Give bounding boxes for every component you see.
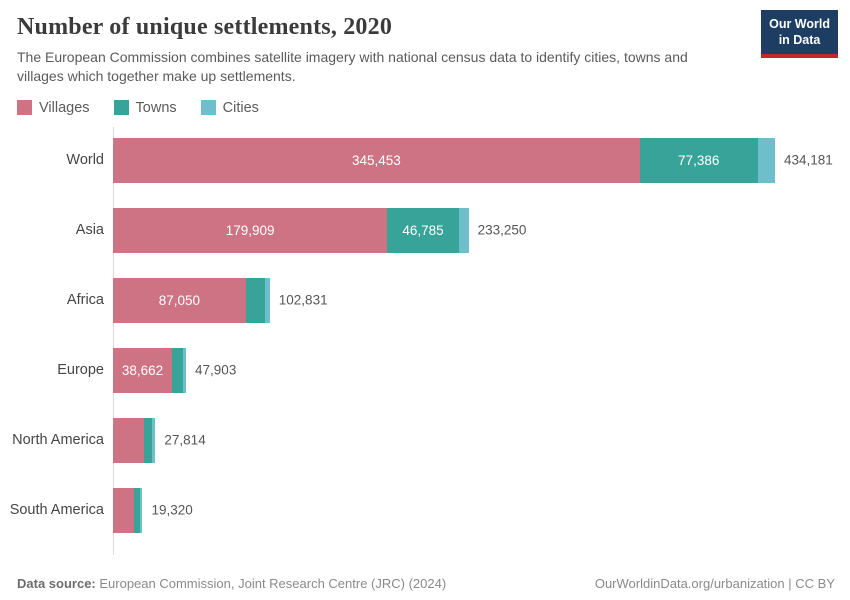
bar-track: 345,453 77,386 434,181 (113, 137, 850, 183)
cities-bar-segment[interactable] (140, 487, 143, 533)
legend-item-towns[interactable]: Towns (113, 99, 177, 116)
villages-value-label: 345,453 (351, 152, 401, 168)
chart-rows: World 345,453 77,386 434,181 Asia 179,909 46,7… (0, 137, 850, 533)
villages-bar-segment[interactable] (113, 417, 145, 463)
villages-bar-segment[interactable]: 345,453 (113, 137, 640, 183)
cities-bar-segment[interactable] (458, 207, 469, 253)
owid-logo-line2: in Data (778, 32, 821, 47)
chart-row-south-america: South America 19,320 (0, 487, 850, 533)
chart-row-world: World 345,453 77,386 434,181 (0, 137, 850, 183)
villages-value-label: 179,909 (225, 222, 275, 238)
footer-attribution: OurWorldinData.org/urbanization | CC BY (595, 576, 835, 591)
chart-legend: Villages Towns Cities (0, 100, 850, 116)
towns-bar-segment[interactable] (245, 277, 265, 323)
y-axis-line (113, 126, 114, 555)
villages-value-label: 87,050 (158, 292, 200, 308)
villages-swatch-icon (17, 100, 32, 116)
bar-track: 19,320 (113, 487, 850, 533)
villages-bar-segment[interactable]: 87,050 (113, 277, 246, 323)
data-source-note: Data source: European Commission, Joint … (17, 576, 446, 591)
villages-bar-segment[interactable]: 38,662 (113, 347, 172, 393)
towns-bar-segment[interactable] (171, 347, 183, 393)
category-label: Asia (75, 222, 104, 239)
category-label: World (66, 152, 104, 169)
cities-bar-segment[interactable] (757, 137, 775, 183)
total-value-label: 434,181 (784, 152, 833, 168)
legend-label-cities: Cities (222, 99, 259, 116)
category-label: Africa (66, 292, 104, 309)
legend-item-cities[interactable]: Cities (200, 99, 259, 116)
total-value-label: 19,320 (151, 502, 193, 518)
chart-row-europe: Europe 38,662 47,903 (0, 347, 850, 393)
towns-bar-segment[interactable] (134, 487, 141, 533)
towns-value-label: 46,785 (402, 222, 444, 238)
bar-track: 179,909 46,785 233,250 (113, 207, 850, 253)
towns-bar-segment[interactable]: 77,386 (639, 137, 758, 183)
bar-chart: World 345,453 77,386 434,181 Asia 179,909 46,7… (0, 126, 850, 555)
villages-value-label: 38,662 (121, 362, 164, 378)
total-value-label: 233,250 (477, 222, 527, 238)
towns-value-label: 77,386 (678, 152, 720, 168)
bar-track: 87,050 102,831 (113, 277, 850, 323)
owid-url-link[interactable]: OurWorldinData.org/urbanization (594, 576, 785, 591)
chart-row-africa: Africa 87,050 102,831 (0, 277, 850, 323)
owid-logo[interactable]: Our World in Data (761, 10, 838, 59)
legend-label-towns: Towns (135, 99, 177, 116)
owid-logo-line1: Our World (769, 17, 830, 31)
total-value-label: 102,831 (278, 292, 328, 308)
legend-label-villages: Villages (39, 99, 90, 116)
data-source-label: Data source: (17, 576, 96, 591)
bar-track: 27,814 (113, 417, 850, 463)
chart-title: Number of unique settlements, 2020 (17, 14, 393, 40)
category-label: South America (9, 502, 104, 519)
cities-swatch-icon (200, 100, 216, 116)
license-label: | CC BY (784, 576, 835, 591)
chart-row-asia: Asia 179,909 46,785 233,250 (0, 207, 850, 253)
chart-subtitle: The European Commission combines satelli… (17, 49, 688, 85)
total-value-label: 47,903 (195, 362, 237, 378)
cities-bar-segment[interactable] (264, 277, 270, 323)
legend-item-villages[interactable]: Villages (17, 100, 90, 116)
category-label: Europe (57, 362, 104, 379)
towns-bar-segment[interactable] (144, 417, 153, 463)
data-source-value: European Commission, Joint Research Cent… (95, 576, 447, 591)
total-value-label: 27,814 (164, 432, 206, 448)
chart-row-north-america: North America 27,814 (0, 417, 850, 463)
chart-footer: Data source: European Commission, Joint … (17, 576, 835, 591)
cities-bar-segment[interactable] (152, 417, 156, 463)
cities-bar-segment[interactable] (182, 347, 187, 393)
villages-bar-segment[interactable]: 179,909 (113, 207, 388, 253)
chart-header: Number of unique settlements, 2020 The E… (0, 0, 850, 87)
category-label: North America (12, 432, 104, 449)
towns-bar-segment[interactable]: 46,785 (387, 207, 459, 253)
bar-track: 38,662 47,903 (113, 347, 850, 393)
villages-bar-segment[interactable] (113, 487, 135, 533)
towns-swatch-icon (113, 100, 129, 116)
